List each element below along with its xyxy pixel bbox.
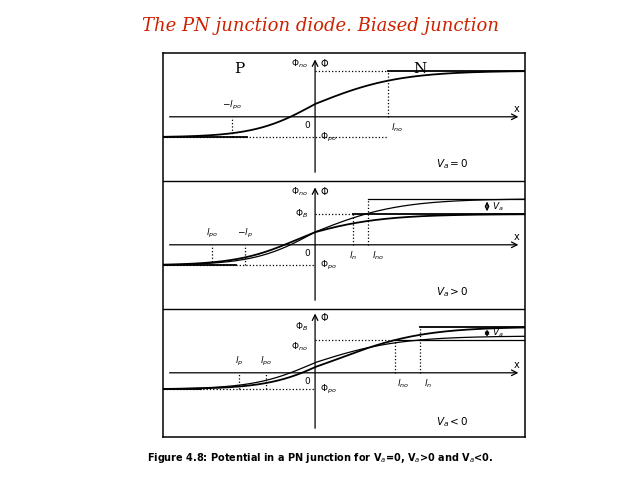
Text: P: P	[234, 62, 244, 76]
Text: $\Phi$: $\Phi$	[321, 57, 330, 69]
Text: $-l_{po}$: $-l_{po}$	[221, 99, 241, 112]
Text: $V_a=0$: $V_a=0$	[436, 157, 468, 171]
Text: $V_a>0$: $V_a>0$	[436, 286, 468, 299]
Text: $\Phi_{po}$: $\Phi_{po}$	[321, 383, 337, 396]
Text: $V_a$: $V_a$	[492, 200, 504, 213]
Text: $\Phi_{no}$: $\Phi_{no}$	[291, 185, 308, 198]
Text: N: N	[413, 62, 427, 76]
Text: $\Phi$: $\Phi$	[321, 311, 330, 323]
Text: $-l_p$: $-l_p$	[237, 227, 253, 240]
Text: $V_a$: $V_a$	[492, 327, 504, 339]
Text: Figure 4.8: Potential in a PN junction for V$_a$=0, V$_a$>0 and V$_a$<0.: Figure 4.8: Potential in a PN junction f…	[147, 451, 493, 465]
Text: $l_{no}$: $l_{no}$	[390, 121, 403, 134]
Text: $\Phi_{po}$: $\Phi_{po}$	[321, 131, 337, 144]
Text: $V_a<0$: $V_a<0$	[436, 415, 468, 429]
Text: $\Phi$: $\Phi$	[321, 185, 330, 197]
Text: $\Phi_{no}$: $\Phi_{no}$	[291, 58, 308, 70]
Text: $\Phi_{po}$: $\Phi_{po}$	[321, 259, 337, 272]
Text: $l_n$: $l_n$	[424, 377, 432, 390]
Text: $l_p$: $l_p$	[235, 355, 243, 368]
Text: 0: 0	[304, 121, 310, 131]
Text: $l_{no}$: $l_{no}$	[397, 377, 409, 390]
Text: $l_{no}$: $l_{no}$	[372, 250, 384, 262]
Text: x: x	[514, 360, 520, 370]
Text: x: x	[514, 104, 520, 114]
Text: $l_{po}$: $l_{po}$	[205, 227, 218, 240]
Text: $\Phi_B$: $\Phi_B$	[294, 208, 308, 220]
Text: $l_n$: $l_n$	[349, 250, 357, 262]
Text: $\Phi_{no}$: $\Phi_{no}$	[291, 340, 308, 353]
Text: x: x	[514, 232, 520, 242]
Text: 0: 0	[304, 250, 310, 258]
Text: $\Phi_B$: $\Phi_B$	[294, 321, 308, 333]
Text: $l_{po}$: $l_{po}$	[260, 355, 273, 368]
Text: 0: 0	[304, 377, 310, 386]
Text: The PN junction diode. Biased junction: The PN junction diode. Biased junction	[141, 17, 499, 35]
